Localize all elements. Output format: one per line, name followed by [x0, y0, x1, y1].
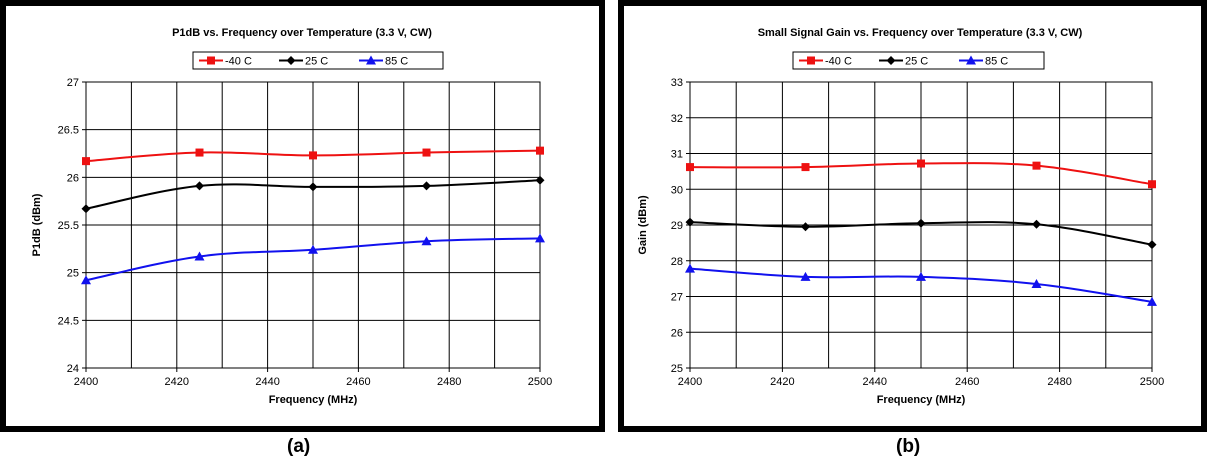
chart-b-svg: Small Signal Gain vs. Frequency over Tem… — [618, 0, 1207, 432]
chart-a-ytick-label-0: 24 — [67, 363, 79, 375]
chart-a-series-1-point-0 — [81, 204, 91, 214]
caption-b: (b) — [896, 436, 921, 457]
chart-a-ytick-label-4: 26 — [67, 172, 79, 184]
chart-a-xlabel: Frequency (MHz) — [269, 394, 358, 406]
chart-a-series-0-point-2 — [309, 151, 317, 160]
chart-b-ytick-label-4: 29 — [671, 220, 683, 232]
chart-b-ylabel: Gain (dBm) — [637, 195, 649, 255]
chart-a-legend-label-1: 25 C — [305, 56, 328, 68]
chart-a-legend-marker-1 — [286, 56, 296, 65]
chart-a-ytick-label-5: 26.5 — [58, 125, 79, 137]
chart-b-legend-label-0: -40 C — [825, 56, 852, 68]
chart-b-xtick-label-2: 2440 — [863, 376, 887, 388]
chart-a-series-0-point-0 — [82, 157, 90, 166]
chart-a-xtick-label-3: 2460 — [346, 376, 370, 388]
chart-a-legend-label-0: -40 C — [225, 56, 252, 68]
chart-b-series-2-point-2 — [916, 271, 926, 281]
chart-b-xtick-label-5: 2500 — [1140, 376, 1164, 388]
chart-b-ytick-label-2: 27 — [671, 292, 683, 304]
chart-a-series-2-point-4 — [535, 233, 545, 243]
chart-a-legend: -40 C 25 C 85 C — [192, 51, 444, 70]
chart-a-series-2-point-2 — [308, 244, 318, 254]
chart-a-legend-marker-2 — [366, 55, 376, 65]
chart-b-series-0-point-4 — [1148, 180, 1156, 189]
chart-b-legend-entry-2: 85 C — [959, 55, 1008, 68]
chart-a-series-1 — [81, 175, 545, 214]
chart-a-grid — [86, 82, 540, 368]
chart-b-series-1-point-4 — [1147, 240, 1157, 250]
chart-b-ytick-label-0: 25 — [671, 363, 683, 375]
caption-a: (a) — [287, 436, 311, 457]
chart-b-legend-label-1: 25 C — [905, 56, 928, 68]
chart-b-ytick-label-7: 32 — [671, 113, 683, 125]
chart-b-legend-entry-1: 25 C — [879, 56, 928, 68]
chart-b-legend: -40 C 25 C 85 C — [792, 51, 1045, 70]
chart-a-legend-label-2: 85 C — [385, 56, 408, 68]
chart-b-xlabel: Frequency (MHz) — [877, 394, 966, 406]
chart-b-series-2-point-0 — [685, 263, 695, 273]
chart-b-series-1-point-0 — [685, 217, 695, 227]
chart-b-xtick-label-0: 2400 — [678, 376, 702, 388]
chart-a-legend-entry-2: 85 C — [359, 55, 408, 68]
chart-b-legend-marker-0 — [807, 56, 815, 65]
chart-a-legend-entry-1: 25 C — [279, 56, 328, 68]
chart-a-series-0 — [82, 146, 544, 166]
chart-b-series-0-point-0 — [686, 163, 694, 172]
chart-b-series-1 — [685, 217, 1157, 250]
chart-b-series-2-point-3 — [1031, 278, 1042, 288]
chart-b-legend-entry-0: -40 C — [799, 56, 852, 68]
chart-b-series-1-point-1 — [801, 222, 810, 232]
chart-a-ytick-label-6: 27 — [67, 77, 79, 89]
chart-b-xtick-label-3: 2460 — [955, 376, 979, 388]
chart-b-legend-marker-1 — [886, 56, 896, 65]
chart-a-series-0-point-3 — [422, 148, 431, 157]
chart-b-ytick-label-6: 31 — [671, 149, 683, 161]
chart-a-legend-box — [192, 51, 444, 70]
chart-b-ytick-label-8: 33 — [671, 77, 683, 89]
chart-a-series-1-point-4 — [535, 175, 545, 185]
chart-b-legend-marker-2 — [966, 55, 976, 65]
chart-b-legend-label-2: 85 C — [985, 56, 1008, 68]
chart-a-svg: P1dB vs. Frequency over Temperature (3.3… — [0, 0, 605, 432]
chart-b-xtick-label-1: 2420 — [770, 376, 794, 388]
chart-b-legend-box — [792, 51, 1045, 70]
chart-a-series-2 — [81, 233, 545, 285]
chart-a-title: P1dB vs. Frequency over Temperature (3.3… — [172, 27, 432, 39]
chart-a-xtick-label-2: 2440 — [255, 376, 279, 388]
chart-a-series-1-point-1 — [195, 181, 204, 191]
chart-a-xtick-label-1: 2420 — [165, 376, 189, 388]
chart-a-series-2-point-0 — [81, 275, 91, 285]
chart-b-series-1-point-3 — [1032, 219, 1041, 229]
chart-a-xtick-label-5: 2500 — [528, 376, 552, 388]
chart-a-ytick-label-2: 25 — [67, 268, 79, 280]
chart-a-xtick-label-0: 2400 — [74, 376, 98, 388]
chart-b-title: Small Signal Gain vs. Frequency over Tem… — [758, 27, 1083, 39]
chart-b-ytick-label-1: 26 — [671, 327, 683, 339]
chart-b-series-0 — [686, 159, 1156, 189]
chart-a-xtick-label-4: 2480 — [437, 376, 461, 388]
chart-a-series-0-point-1 — [195, 148, 204, 157]
chart-b-ytick-label-3: 28 — [671, 256, 683, 268]
chart-b-series-0-point-1 — [801, 163, 810, 172]
chart-a: P1dB vs. Frequency over Temperature (3.3… — [0, 0, 605, 435]
chart-b-xtick-label-4: 2480 — [1047, 376, 1071, 388]
chart-a-series-1-point-3 — [422, 181, 431, 191]
chart-b: Small Signal Gain vs. Frequency over Tem… — [618, 0, 1207, 435]
chart-a-series-2-point-3 — [421, 236, 432, 246]
chart-a-ylabel: P1dB (dBm) — [31, 193, 43, 256]
chart-b-series-2 — [685, 263, 1157, 306]
chart-a-legend-entry-0: -40 C — [199, 56, 252, 68]
chart-a-series-1-point-2 — [308, 182, 318, 192]
chart-b-series-0-point-3 — [1032, 161, 1041, 170]
chart-a-series-0-point-4 — [536, 146, 544, 155]
chart-a-ytick-label-3: 25.5 — [58, 220, 79, 232]
chart-a-ytick-label-1: 24.5 — [58, 315, 79, 327]
chart-b-series-2-point-4 — [1147, 296, 1157, 306]
chart-b-ytick-label-5: 30 — [671, 184, 683, 196]
chart-b-series-0-point-2 — [917, 159, 925, 168]
chart-a-legend-marker-0 — [207, 56, 215, 65]
chart-b-series-1-point-2 — [916, 218, 926, 228]
chart-a-series-2-point-1 — [194, 251, 205, 261]
chart-b-series-2-point-1 — [800, 271, 811, 281]
